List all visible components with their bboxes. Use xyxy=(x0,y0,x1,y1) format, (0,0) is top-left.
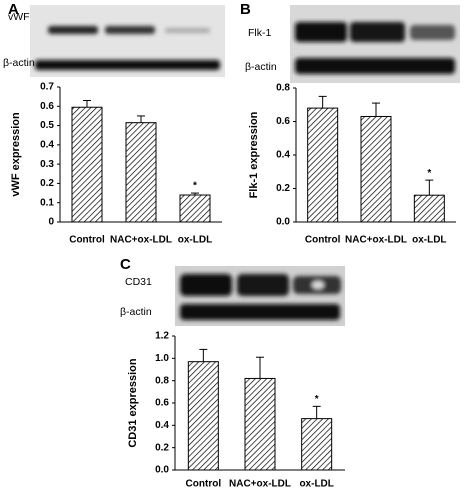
bar xyxy=(125,122,157,223)
y-tick-label: 1.2 xyxy=(155,331,169,342)
blot-label: β-actin xyxy=(3,57,35,69)
panel-label: C xyxy=(120,256,131,273)
bar xyxy=(307,107,339,223)
blot-c xyxy=(175,266,345,326)
y-tick-label: 0.7 xyxy=(40,82,54,93)
y-tick-label: 0.4 xyxy=(40,139,54,150)
x-tick-label: ox-LDL xyxy=(412,235,446,246)
x-tick-label: NAC+ox-LDL xyxy=(110,235,172,246)
bar xyxy=(71,106,103,223)
y-tick-label: 0.6 xyxy=(40,101,54,112)
bar xyxy=(187,361,219,471)
x-tick-label: ox-LDL xyxy=(299,479,333,490)
x-tick-label: NAC+ox-LDL xyxy=(345,235,407,246)
y-axis-label: CD31 expression xyxy=(127,358,139,448)
y-tick-label: 0.0 xyxy=(155,465,169,476)
y-tick-label: 1.0 xyxy=(155,353,169,364)
y-tick-label: 0.6 xyxy=(276,116,290,127)
y-tick-label: 0.6 xyxy=(155,398,169,409)
bar xyxy=(413,194,445,223)
y-tick-label: 0.0 xyxy=(276,217,290,228)
y-tick-label: 0.8 xyxy=(276,83,290,94)
y-tick-label: 0.2 xyxy=(276,183,290,194)
y-tick-label: 0.2 xyxy=(155,442,169,453)
y-tick-label: 0.1 xyxy=(40,197,54,208)
bar xyxy=(244,377,276,471)
x-tick-label: Control xyxy=(305,235,341,246)
significance-mark: * xyxy=(193,181,197,192)
blot-a xyxy=(30,5,225,77)
panel-label: B xyxy=(240,1,251,18)
x-tick-label: Control xyxy=(186,479,222,490)
y-tick-label: 0.4 xyxy=(276,150,290,161)
y-tick-label: 0.8 xyxy=(155,375,169,386)
blot-label: β-actin xyxy=(120,306,152,318)
y-tick-label: 0.5 xyxy=(40,120,54,131)
blot-label: vWF xyxy=(8,11,30,23)
bar xyxy=(301,418,333,471)
bar xyxy=(179,194,211,223)
blot-label: Flk-1 xyxy=(248,27,271,39)
x-tick-label: Control xyxy=(69,235,105,246)
bar xyxy=(360,115,392,223)
significance-mark: * xyxy=(427,168,431,179)
blot-label: β-actin xyxy=(245,61,277,73)
y-tick-label: 0.4 xyxy=(155,420,169,431)
x-tick-label: ox-LDL xyxy=(178,235,212,246)
significance-mark: * xyxy=(315,394,319,405)
blot-b xyxy=(290,5,460,83)
blot-label: CD31 xyxy=(125,276,152,288)
y-tick-label: 0.2 xyxy=(40,178,54,189)
panel-label: A xyxy=(8,1,19,18)
y-axis-label: Flk-1 expression xyxy=(248,111,260,198)
y-axis-label: vWF expression xyxy=(10,112,22,197)
y-tick-label: 0.3 xyxy=(40,159,54,170)
x-tick-label: NAC+ox-LDL xyxy=(229,479,291,490)
y-tick-label: 0 xyxy=(48,217,54,228)
